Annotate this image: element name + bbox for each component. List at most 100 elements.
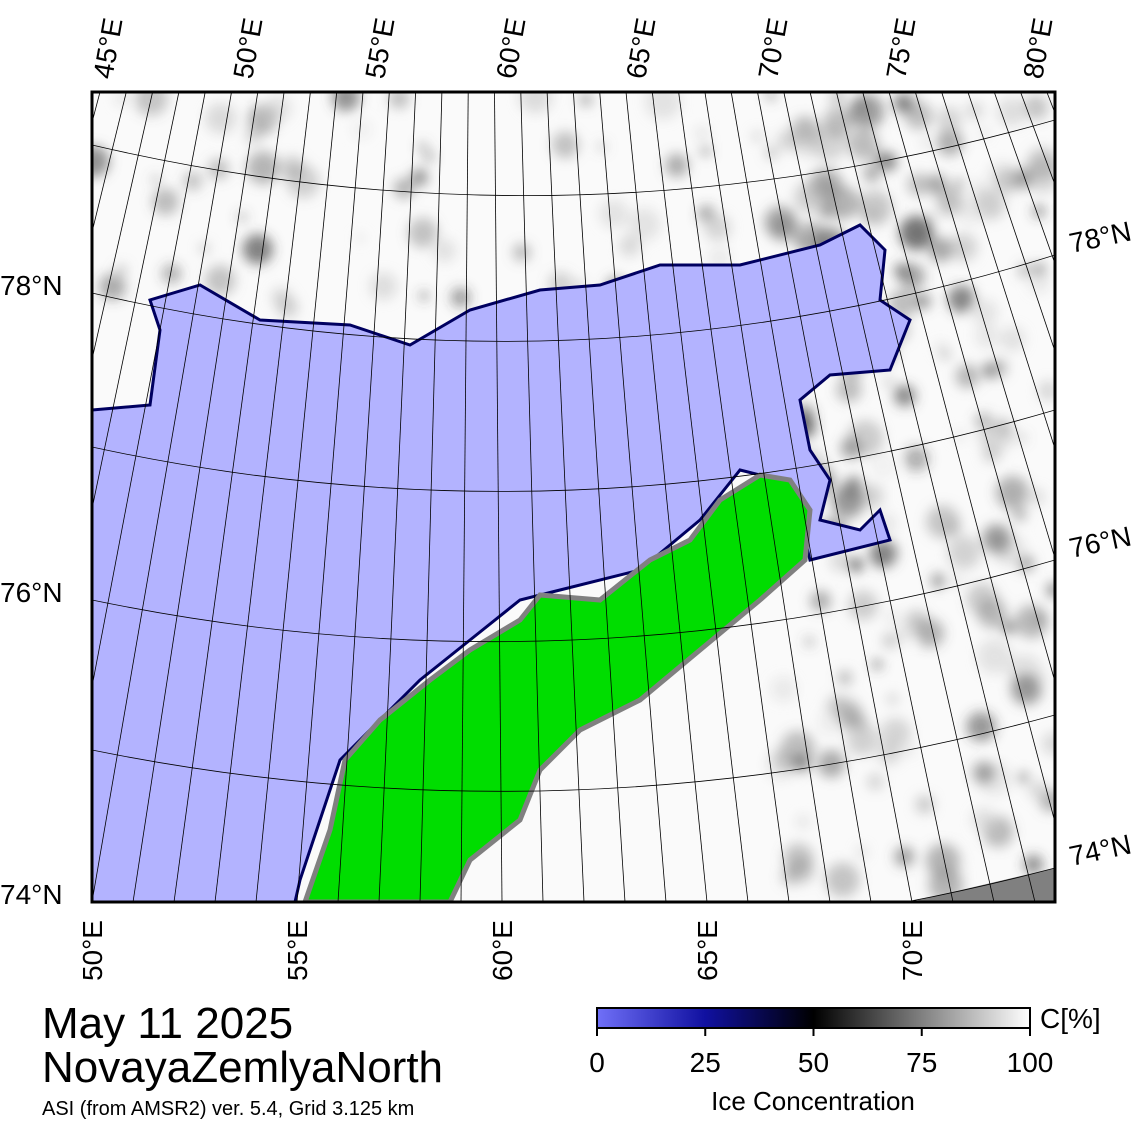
right-lat-label: 78°N <box>1066 216 1134 259</box>
ice-patch <box>1015 605 1048 638</box>
ice-patch <box>704 215 730 241</box>
ice-patch <box>849 558 863 572</box>
date-title: May 11 2025 <box>42 999 293 1048</box>
colorbar <box>597 1008 1030 1028</box>
ice-patch <box>975 324 1000 349</box>
ice-patch <box>937 107 962 132</box>
bottom-lon-label: 55°E <box>282 920 313 981</box>
ice-patch <box>552 131 579 158</box>
ice-patch <box>423 151 434 162</box>
left-lat-label: 78°N <box>0 270 63 301</box>
ice-patch <box>665 154 689 178</box>
ice-patch <box>408 218 438 248</box>
region-title: NovayaZemlyaNorth <box>42 1043 443 1092</box>
ice-patch <box>770 676 796 702</box>
ice-patch <box>884 377 894 387</box>
ice-patch <box>766 147 778 159</box>
ice-patch <box>904 446 929 471</box>
ice-patch <box>351 119 371 139</box>
top-lon-label: 70°E <box>752 16 793 81</box>
bottom-lon-label: 60°E <box>487 920 518 981</box>
meridian <box>1126 92 1147 902</box>
ice-patch <box>972 761 995 784</box>
bottom-lon-label: 50°E <box>77 920 108 981</box>
ice-patch <box>990 359 1008 377</box>
ice-patch <box>926 505 959 538</box>
left-lat-label: 76°N <box>0 577 63 608</box>
ice-patch <box>1000 327 1025 352</box>
meridian <box>0 92 100 902</box>
ice-patch <box>694 126 709 141</box>
top-lon-label: 65°E <box>620 16 661 81</box>
colorbar-tick-label: 75 <box>906 1047 937 1078</box>
ice-patch <box>597 142 607 152</box>
ice-patch <box>418 142 427 151</box>
ice-patch <box>247 151 280 184</box>
ice-patch <box>949 233 977 261</box>
ice-patch <box>796 814 811 829</box>
ice-patch <box>1018 772 1029 783</box>
ice-patch <box>896 626 913 643</box>
ice-patch <box>982 525 1011 554</box>
ice-patch <box>934 341 947 354</box>
colorbar-label: Ice Concentration <box>711 1086 915 1116</box>
ice-patch <box>948 536 981 569</box>
ice-patch <box>265 95 292 122</box>
ice-patch <box>783 843 813 873</box>
meridian <box>1047 92 1147 902</box>
ice-patch <box>838 671 852 685</box>
ice-patch <box>99 274 126 301</box>
ice-patch <box>864 165 881 182</box>
ice-patch <box>966 712 996 742</box>
ice-patch <box>894 263 909 278</box>
ice-patch <box>872 660 882 670</box>
right-lat-label: 74°N <box>1066 829 1134 872</box>
top-lon-label: 75°E <box>880 16 921 81</box>
ice-patch <box>928 237 953 262</box>
ice-patch <box>907 173 930 196</box>
ice-patch <box>894 93 914 113</box>
ice-patch <box>920 136 933 149</box>
colorbar-tick-label: 100 <box>1007 1047 1054 1078</box>
ice-patch <box>966 101 984 119</box>
colorbar-tick-label: 50 <box>798 1047 829 1078</box>
ice-patch <box>936 129 963 156</box>
top-lon-label: 80°E <box>1017 16 1058 81</box>
meridian <box>1073 92 1147 902</box>
ice-patch <box>867 774 883 790</box>
ice-patch <box>905 746 914 755</box>
ice-patch <box>752 131 763 142</box>
ice-patch <box>78 146 109 177</box>
ice-patch <box>887 693 899 705</box>
ice-patch <box>513 244 531 262</box>
ice-patch <box>701 146 711 156</box>
ice-patch <box>370 272 398 300</box>
colorbar-tick-label: 0 <box>589 1047 605 1078</box>
ice-patch <box>794 181 826 213</box>
ice-patch <box>848 591 878 621</box>
ice-patch <box>927 214 936 223</box>
ice-patch <box>931 573 946 588</box>
ice-patch <box>205 103 236 134</box>
ice-patch <box>882 633 897 648</box>
ice-patch <box>1023 95 1048 120</box>
top-lon-label: 55°E <box>359 16 400 81</box>
ice-patch <box>1011 674 1042 705</box>
right-lat-label: 76°N <box>1066 521 1134 564</box>
ice-patch <box>953 178 964 189</box>
ice-patch <box>840 437 862 459</box>
ice-patch <box>115 264 127 276</box>
ice-patch <box>956 364 980 388</box>
ice-patch <box>976 190 1006 220</box>
ice-patch <box>790 121 825 156</box>
ice-patch <box>1013 507 1027 521</box>
map-area <box>0 80 1147 942</box>
ice-patch <box>847 724 878 755</box>
ice-patch <box>849 94 885 130</box>
ice-patch <box>433 239 456 262</box>
ice-patch <box>451 288 471 308</box>
ice-patch <box>183 172 202 191</box>
ice-patch <box>825 863 860 898</box>
